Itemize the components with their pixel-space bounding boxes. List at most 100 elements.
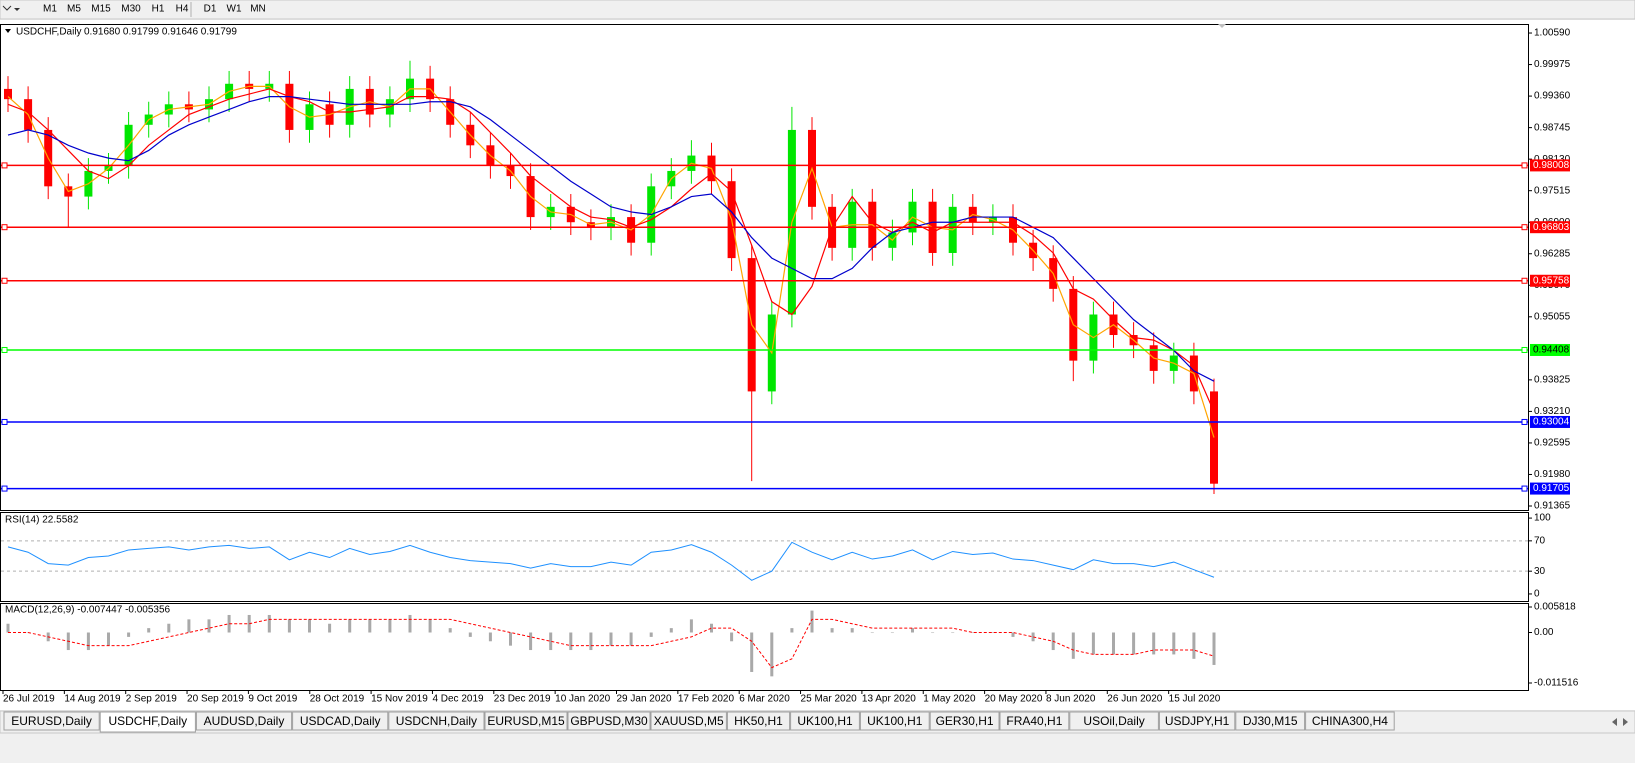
timeframe-button[interactable]: MN (250, 4, 266, 15)
macd-signal (8, 618, 1215, 669)
tab-label[interactable]: DJ30,M15 (1243, 714, 1298, 728)
tab[interactable] (859, 711, 930, 731)
level-handle[interactable] (1521, 162, 1528, 169)
macd-bar (348, 619, 352, 633)
timeframe-button[interactable]: W1 (227, 4, 242, 15)
macd-bar (328, 623, 332, 633)
tab-label[interactable]: USDCAD,Daily (300, 714, 381, 728)
tab-label[interactable]: EURUSD,Daily (11, 714, 92, 728)
macd-bar (1071, 632, 1075, 659)
toolbar-icon[interactable] (2, 5, 12, 11)
tab[interactable] (1235, 711, 1306, 731)
x-tick-label: 20 May 2020 (985, 694, 1043, 705)
macd-bar (247, 614, 251, 633)
timeframe-button[interactable]: H4 (176, 4, 189, 15)
tab-label[interactable]: EURUSD,M15 (487, 714, 565, 728)
y-tick-label: 0.96285 (1534, 248, 1571, 259)
rsi-panel-border (0, 512, 1529, 602)
toolbar (0, 0, 1635, 20)
tab-label[interactable]: UK100,H1 (797, 714, 853, 728)
x-tick-label: 29 Jan 2020 (617, 694, 672, 705)
level-handle[interactable] (1, 418, 8, 425)
timeframe-button[interactable]: M30 (121, 4, 141, 15)
macd-panel-border (0, 603, 1529, 691)
level-label-box (1530, 482, 1570, 495)
tab-label[interactable]: UK100,H1 (867, 714, 923, 728)
x-tick-label: 13 Apr 2020 (862, 694, 916, 705)
tab[interactable] (999, 711, 1070, 731)
tab[interactable] (726, 711, 791, 731)
macd-bar (227, 614, 231, 633)
level-handle[interactable] (1521, 224, 1528, 231)
tab[interactable] (929, 711, 1000, 731)
tab-label[interactable]: AUDUSD,Daily (204, 714, 285, 728)
macd-bar (1212, 632, 1216, 665)
main-panel-border (0, 24, 1529, 511)
macd-bar (770, 632, 774, 677)
macd-bar (810, 610, 814, 633)
x-tick-label: 1 May 2020 (923, 694, 976, 705)
macd-bar (629, 632, 633, 646)
timeframe-button[interactable]: M15 (91, 4, 111, 15)
x-tick-label: 28 Oct 2019 (310, 694, 365, 705)
timeframe-button[interactable]: H1 (152, 4, 165, 15)
tab[interactable] (1069, 711, 1159, 731)
tab[interactable] (484, 711, 568, 731)
x-tick-label: 15 Jul 2020 (1169, 694, 1221, 705)
macd-bar (850, 628, 854, 633)
tab-label[interactable]: USDCHF,Daily (108, 714, 187, 728)
tab-scroll[interactable] (1612, 718, 1628, 726)
level-handle[interactable] (1521, 277, 1528, 284)
macd-bar (890, 632, 894, 634)
level-handle[interactable] (1, 346, 8, 353)
tab-label[interactable]: USOil,Daily (1083, 714, 1144, 728)
tab[interactable] (1305, 711, 1395, 731)
level-handle[interactable] (1521, 346, 1528, 353)
tab-label[interactable]: CHINA300,H4 (1312, 714, 1388, 728)
level-label: 0.95758 (1533, 275, 1570, 286)
level-label: 0.96803 (1533, 222, 1570, 233)
x-tick-label: 20 Sep 2019 (187, 694, 244, 705)
level-handle[interactable] (1, 277, 8, 284)
tab[interactable] (650, 711, 727, 731)
level-label: 0.93004 (1533, 417, 1570, 428)
chart-menu-arrow[interactable] (5, 29, 11, 33)
macd-bar (1152, 632, 1156, 655)
tab-label[interactable]: HK50,H1 (734, 714, 783, 728)
y-tick-label: 0.99975 (1534, 59, 1571, 70)
tab-label[interactable]: FRA40,H1 (1006, 714, 1062, 728)
macd-bar (689, 619, 693, 633)
level-handle[interactable] (1, 162, 8, 169)
tab-label[interactable]: XAUUSD,M5 (654, 714, 724, 728)
toolbar-dropdown[interactable] (14, 8, 20, 11)
tab[interactable] (3, 711, 100, 731)
timeframe-button[interactable]: M5 (67, 4, 81, 15)
tab[interactable] (99, 711, 196, 733)
macd-bar (549, 632, 553, 651)
macd-bar (911, 628, 914, 633)
tab-label[interactable]: GER30,H1 (936, 714, 994, 728)
level-handle[interactable] (1, 485, 8, 492)
chart-ohlc: 0.91680 0.91799 0.91646 0.91799 (84, 27, 237, 38)
level-handle[interactable] (1, 224, 8, 231)
tab[interactable] (790, 711, 860, 731)
tab-label[interactable]: USDJPY,H1 (1165, 714, 1230, 728)
y-tick-label: 0.91980 (1534, 469, 1571, 480)
tab[interactable] (292, 711, 389, 731)
tab[interactable] (567, 711, 651, 731)
tab[interactable] (195, 711, 293, 731)
level-handle[interactable] (1521, 418, 1528, 425)
level-handle[interactable] (1521, 485, 1528, 492)
timeframe-button[interactable]: D1 (204, 4, 217, 15)
timeframe-button[interactable]: M1 (43, 4, 57, 15)
tab-label[interactable]: USDCNH,Daily (396, 714, 477, 728)
chart-area (0, 20, 1635, 710)
macd-bar (408, 614, 412, 633)
macd-bar (468, 632, 472, 637)
x-tick-label: 9 Oct 2019 (248, 694, 297, 705)
macd-bar (1172, 632, 1176, 655)
tab[interactable] (388, 711, 485, 731)
x-tick-label: 26 Jun 2020 (1107, 694, 1162, 705)
tab[interactable] (1158, 711, 1236, 731)
tab-label[interactable]: GBPUSD,M30 (570, 714, 648, 728)
